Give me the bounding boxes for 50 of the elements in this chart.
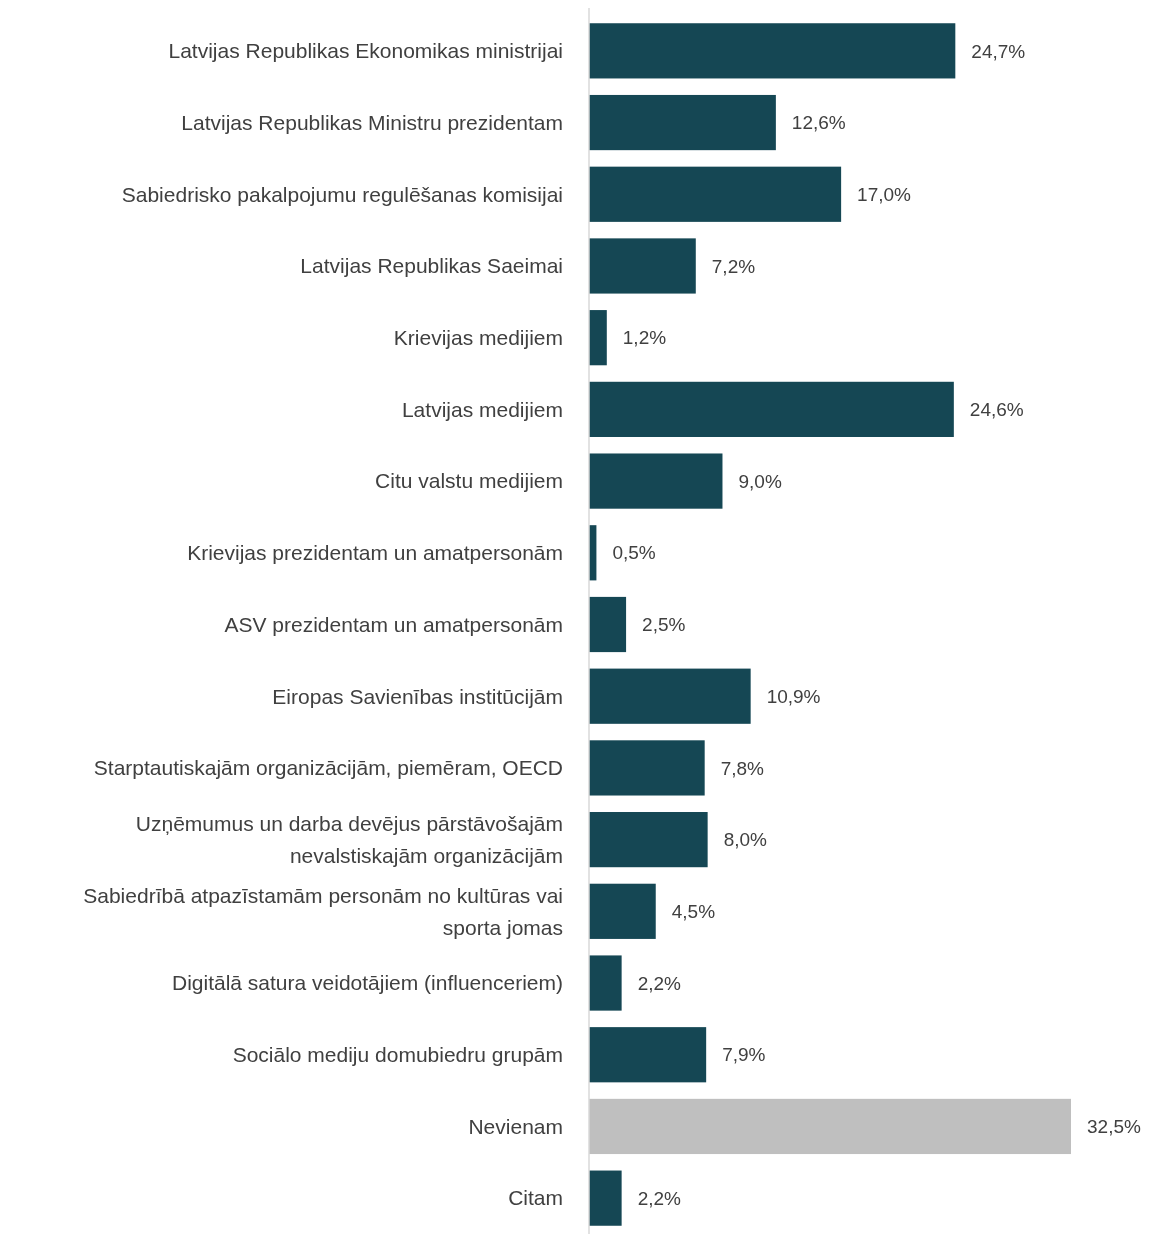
data-label: 2,2% [637,972,682,994]
data-label: 2,5% [642,614,686,636]
bar [589,381,954,437]
y-tick-label: Sabiedrībā atpazīstamām personām no kultūras vai sporta jomas [83,883,563,939]
y-tick-label: Citam [508,1186,563,1210]
bar [589,883,656,939]
data-label: 12,6% [791,112,846,134]
bar [589,23,956,79]
bar [589,1098,1071,1155]
data-label: 8,0% [723,829,768,851]
y-tick-label: Eiropas Savienības institūcijām [272,684,563,708]
y-tick-label: Starptautiskajām organizācijām, piemēram, OECD [93,756,563,780]
y-tick-label: Latvijas Republikas Saeimai [300,254,563,278]
data-label: 7,8% [720,757,765,779]
y-tick-label: Krievijas prezidentam un amatpersonām [187,541,563,565]
data-label: 2,2% [637,1187,682,1209]
y-tick-label: Citu valstu medijiem [375,469,563,493]
bar [589,1170,622,1226]
y-tick-label: Nevienam [468,1114,563,1138]
data-label: 9,0% [738,470,782,492]
data-label: 32,5% [1087,1116,1141,1138]
data-label: 24,6% [969,399,1024,421]
bar [589,1027,707,1083]
y-tick-label: Uzņēmumus un darba devējus pārstāvošajām nevalstiskajām organizācijām [135,811,563,867]
data-label: 17,0% [857,183,912,205]
y-tick-label: Krievijas medijiem [393,326,563,350]
data-label: 4,5% [671,900,716,922]
data-label: 10,9% [766,685,821,707]
bar [589,596,627,653]
y-tick-label: Digitālā satura veidotājiem (influenceriem) [171,971,563,995]
bar [589,668,751,724]
bar [589,740,705,796]
y-tick-label: ASV prezidentam un amatpersonām [224,612,563,636]
y-tick-label: Latvijas medijiem [401,397,563,421]
y-tick-label: Sociālo mediju domubiedru grupām [232,1043,563,1067]
data-label: 0,5% [612,542,656,564]
data-label: 7,2% [711,255,756,277]
bar [589,94,776,151]
y-tick-label: Latvijas Republikas Ministru prezidentam [181,110,563,134]
data-label: 7,9% [722,1044,766,1066]
bar [589,955,622,1011]
data-label: 1,2% [622,327,667,349]
data-label: 24,7% [971,40,1026,62]
y-tick-label: Sabiedrisko pakalpojumu regulēšanas komisijai [121,182,563,206]
bar [589,310,607,366]
bar [589,812,708,868]
bar [589,166,842,222]
bar [589,238,696,294]
y-tick-label: Latvijas Republikas Ekonomikas ministrijai [168,39,563,63]
bar [589,453,723,509]
